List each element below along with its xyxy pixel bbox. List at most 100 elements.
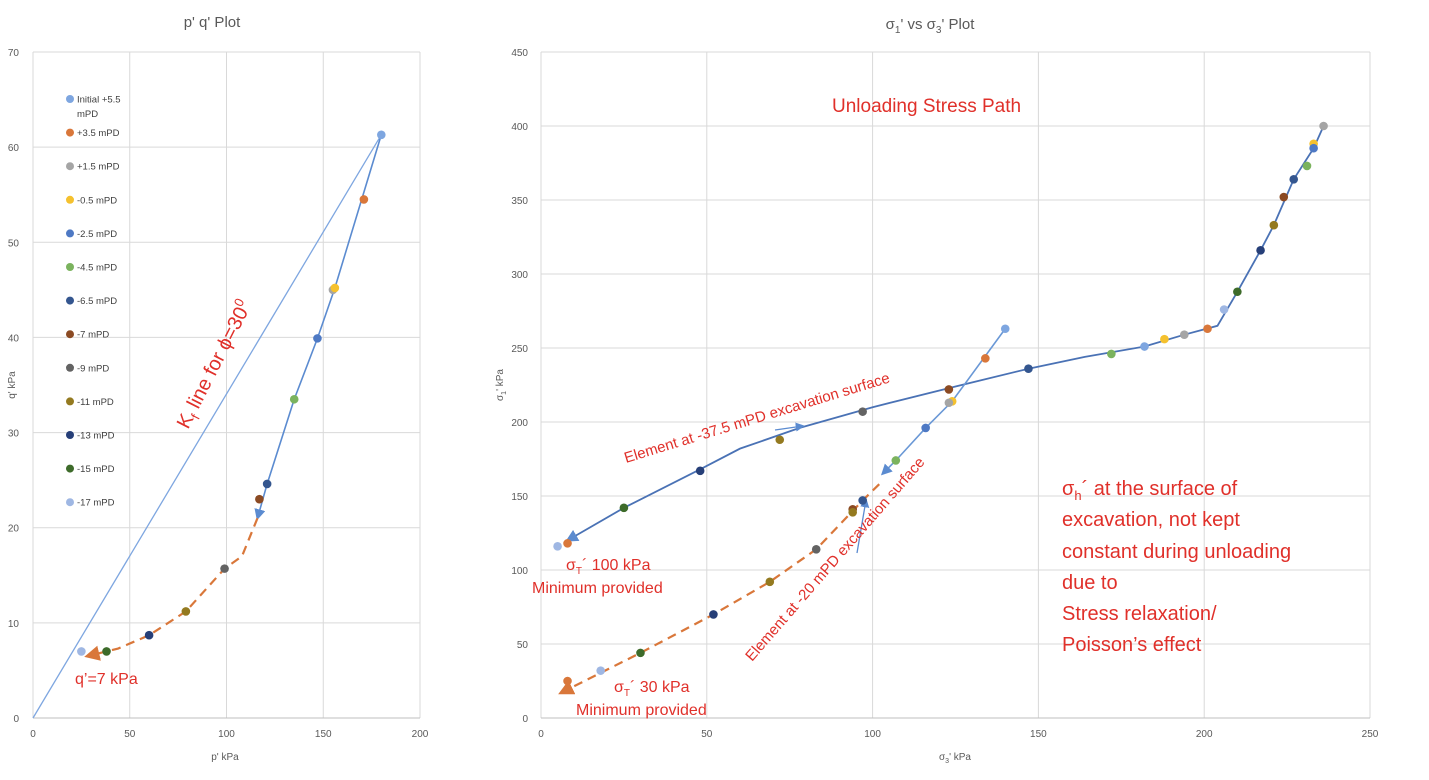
- sigma-data-point: [775, 435, 785, 445]
- sigma-data-point: [1302, 161, 1312, 171]
- legend-label: -15 mPD: [77, 464, 115, 475]
- sigma-h-line1: σh´ at the surface of: [1062, 478, 1238, 503]
- element20-path: [880, 328, 1006, 476]
- pq-plot: p' q' Plot 0 10 20 30 40 50 60 70 0 50 100 150 200 p…: [7, 14, 429, 763]
- pq-data-point: [289, 394, 299, 404]
- sigma-data-point: [619, 503, 629, 513]
- pq-data-point: [77, 647, 86, 656]
- legend-marker: [66, 128, 74, 137]
- sigma-data-point: [1000, 324, 1010, 334]
- pq-x-tick: 150: [315, 729, 332, 740]
- legend-marker: [66, 296, 74, 305]
- sigma-gridlines: [540, 51, 1371, 719]
- sigma-y-tick: 50: [517, 640, 529, 651]
- sigma-y-tick: 200: [511, 418, 528, 429]
- sigma-data-point: [636, 648, 645, 658]
- sigma-data-point: [811, 544, 821, 554]
- pq-points: [77, 130, 386, 656]
- sigma-plot: σ1' vs σ3' Plot 0 50 100 150 200 250 300 350 400…: [495, 16, 1379, 765]
- unloading-title: Unloading Stress Path: [832, 96, 1021, 117]
- pq-x-tick: 100: [218, 729, 235, 740]
- pq-y-tick: 0: [13, 714, 19, 725]
- min-provided-30: Minimum provided: [576, 702, 707, 719]
- sigma-x-tick: 50: [701, 729, 713, 740]
- pq-data-point: [102, 647, 111, 656]
- legend-label: -11 mPD: [77, 397, 114, 408]
- legend-label: -9 mPD: [77, 363, 109, 374]
- sigma-data-point: [944, 385, 954, 394]
- sigma-h-note: σh´ at the surface of excavation, not ke…: [1062, 478, 1291, 656]
- pq-data-point: [330, 283, 340, 293]
- sigma-data-point: [563, 539, 572, 548]
- legend-marker: [66, 363, 74, 372]
- sigma-data-point: [1319, 121, 1328, 131]
- sigma-data-point: [921, 423, 930, 433]
- legend-label: +3.5 mPD: [77, 128, 120, 139]
- elem20-pointer: [856, 498, 870, 554]
- sigma-y-tick: 100: [511, 566, 528, 577]
- sigma-x-tick: 150: [1030, 729, 1047, 740]
- pq-lines: [32, 134, 383, 719]
- sigma-chart-title: σ1' vs σ3' Plot: [886, 16, 976, 36]
- pq-x-tick: 50: [124, 729, 136, 740]
- legend-marker: [66, 195, 74, 204]
- sigma-data-point: [891, 456, 901, 465]
- sigma-h-line2: excavation, not kept: [1062, 509, 1240, 531]
- sigma-y-tick: 450: [511, 48, 528, 59]
- pq-y-tick: 30: [8, 429, 20, 440]
- legend-label: +1.5 mPD: [77, 162, 120, 173]
- pq-data-point: [220, 564, 229, 573]
- sigma-h-line3: constant during unloading: [1062, 541, 1291, 563]
- pq-x-tick: 200: [412, 729, 429, 740]
- sigma-t-30-label: σT´ 30 kPa: [614, 679, 690, 699]
- sigma-y-axis-label: σ1' kPa: [495, 369, 508, 401]
- kf-line: [32, 134, 382, 719]
- sigma-x-tick: 200: [1196, 729, 1213, 740]
- pq-y-tick: 20: [8, 524, 20, 535]
- pq-data-point: [313, 334, 322, 343]
- sigma-data-point: [765, 577, 775, 587]
- sigma-data-point: [695, 466, 705, 476]
- sigma-data-point: [858, 496, 867, 505]
- pq-tick-labels: 0 10 20 30 40 50 60 70 0 50 100 150 200: [8, 48, 429, 740]
- sigma-h-line5: Stress relaxation/: [1062, 603, 1217, 625]
- legend-marker: [66, 464, 74, 473]
- legend-marker: [66, 162, 74, 171]
- pq-data-point: [262, 479, 272, 489]
- legend-marker: [66, 229, 74, 238]
- sigma-y-tick: 250: [511, 344, 528, 355]
- sigma-x-axis-label: σ3' kPa: [939, 752, 971, 765]
- legend-marker: [66, 263, 74, 271]
- pq-data-point: [181, 607, 191, 616]
- pq-y-tick: 10: [8, 619, 20, 630]
- sigma-t-100-label: σT´ 100 kPa: [566, 557, 651, 577]
- pq-legend: Initial +5.5 mPD +3.5 mPD +1.5 mPD -0.5 mPD -…: [66, 95, 121, 509]
- legend-marker: [66, 397, 74, 406]
- sigma-data-point: [1279, 192, 1289, 202]
- sigma-data-point: [1140, 342, 1149, 351]
- pq-x-axis-label: p' kPa: [211, 752, 239, 763]
- element-37-5-label: Element at -37.5 mPD excavation surface: [622, 370, 892, 467]
- legend-marker: [66, 498, 74, 507]
- pq-y-tick: 50: [8, 238, 20, 249]
- sigma-x-tick: 0: [538, 729, 544, 740]
- legend-marker: [66, 431, 74, 439]
- legend-label: -7 mPD: [77, 330, 109, 341]
- sigma-data-point: [709, 610, 718, 619]
- sigma-y-tick: 350: [511, 196, 528, 207]
- pq-x-tick: 0: [30, 729, 36, 740]
- legend-label: -2.5 mPD: [77, 229, 117, 240]
- legend-marker: [66, 95, 74, 103]
- sigma-data-point: [1024, 364, 1033, 374]
- sigma-tick-labels: 0 50 100 150 200 250 300 350 400 450 0 50 100 150 200 2…: [511, 48, 1378, 740]
- min-provided-100: Minimum provided: [532, 580, 663, 597]
- sigma-data-point: [1309, 143, 1318, 153]
- pq-y-axis-label: q' kPa: [7, 371, 18, 399]
- pq-data-point: [377, 130, 386, 140]
- sigma-x-tick: 100: [864, 729, 881, 740]
- sigma-data-point: [1107, 349, 1116, 359]
- sigma-data-point: [944, 398, 954, 408]
- legend-label: mPD: [77, 109, 98, 120]
- pq-y-tick: 60: [8, 143, 20, 154]
